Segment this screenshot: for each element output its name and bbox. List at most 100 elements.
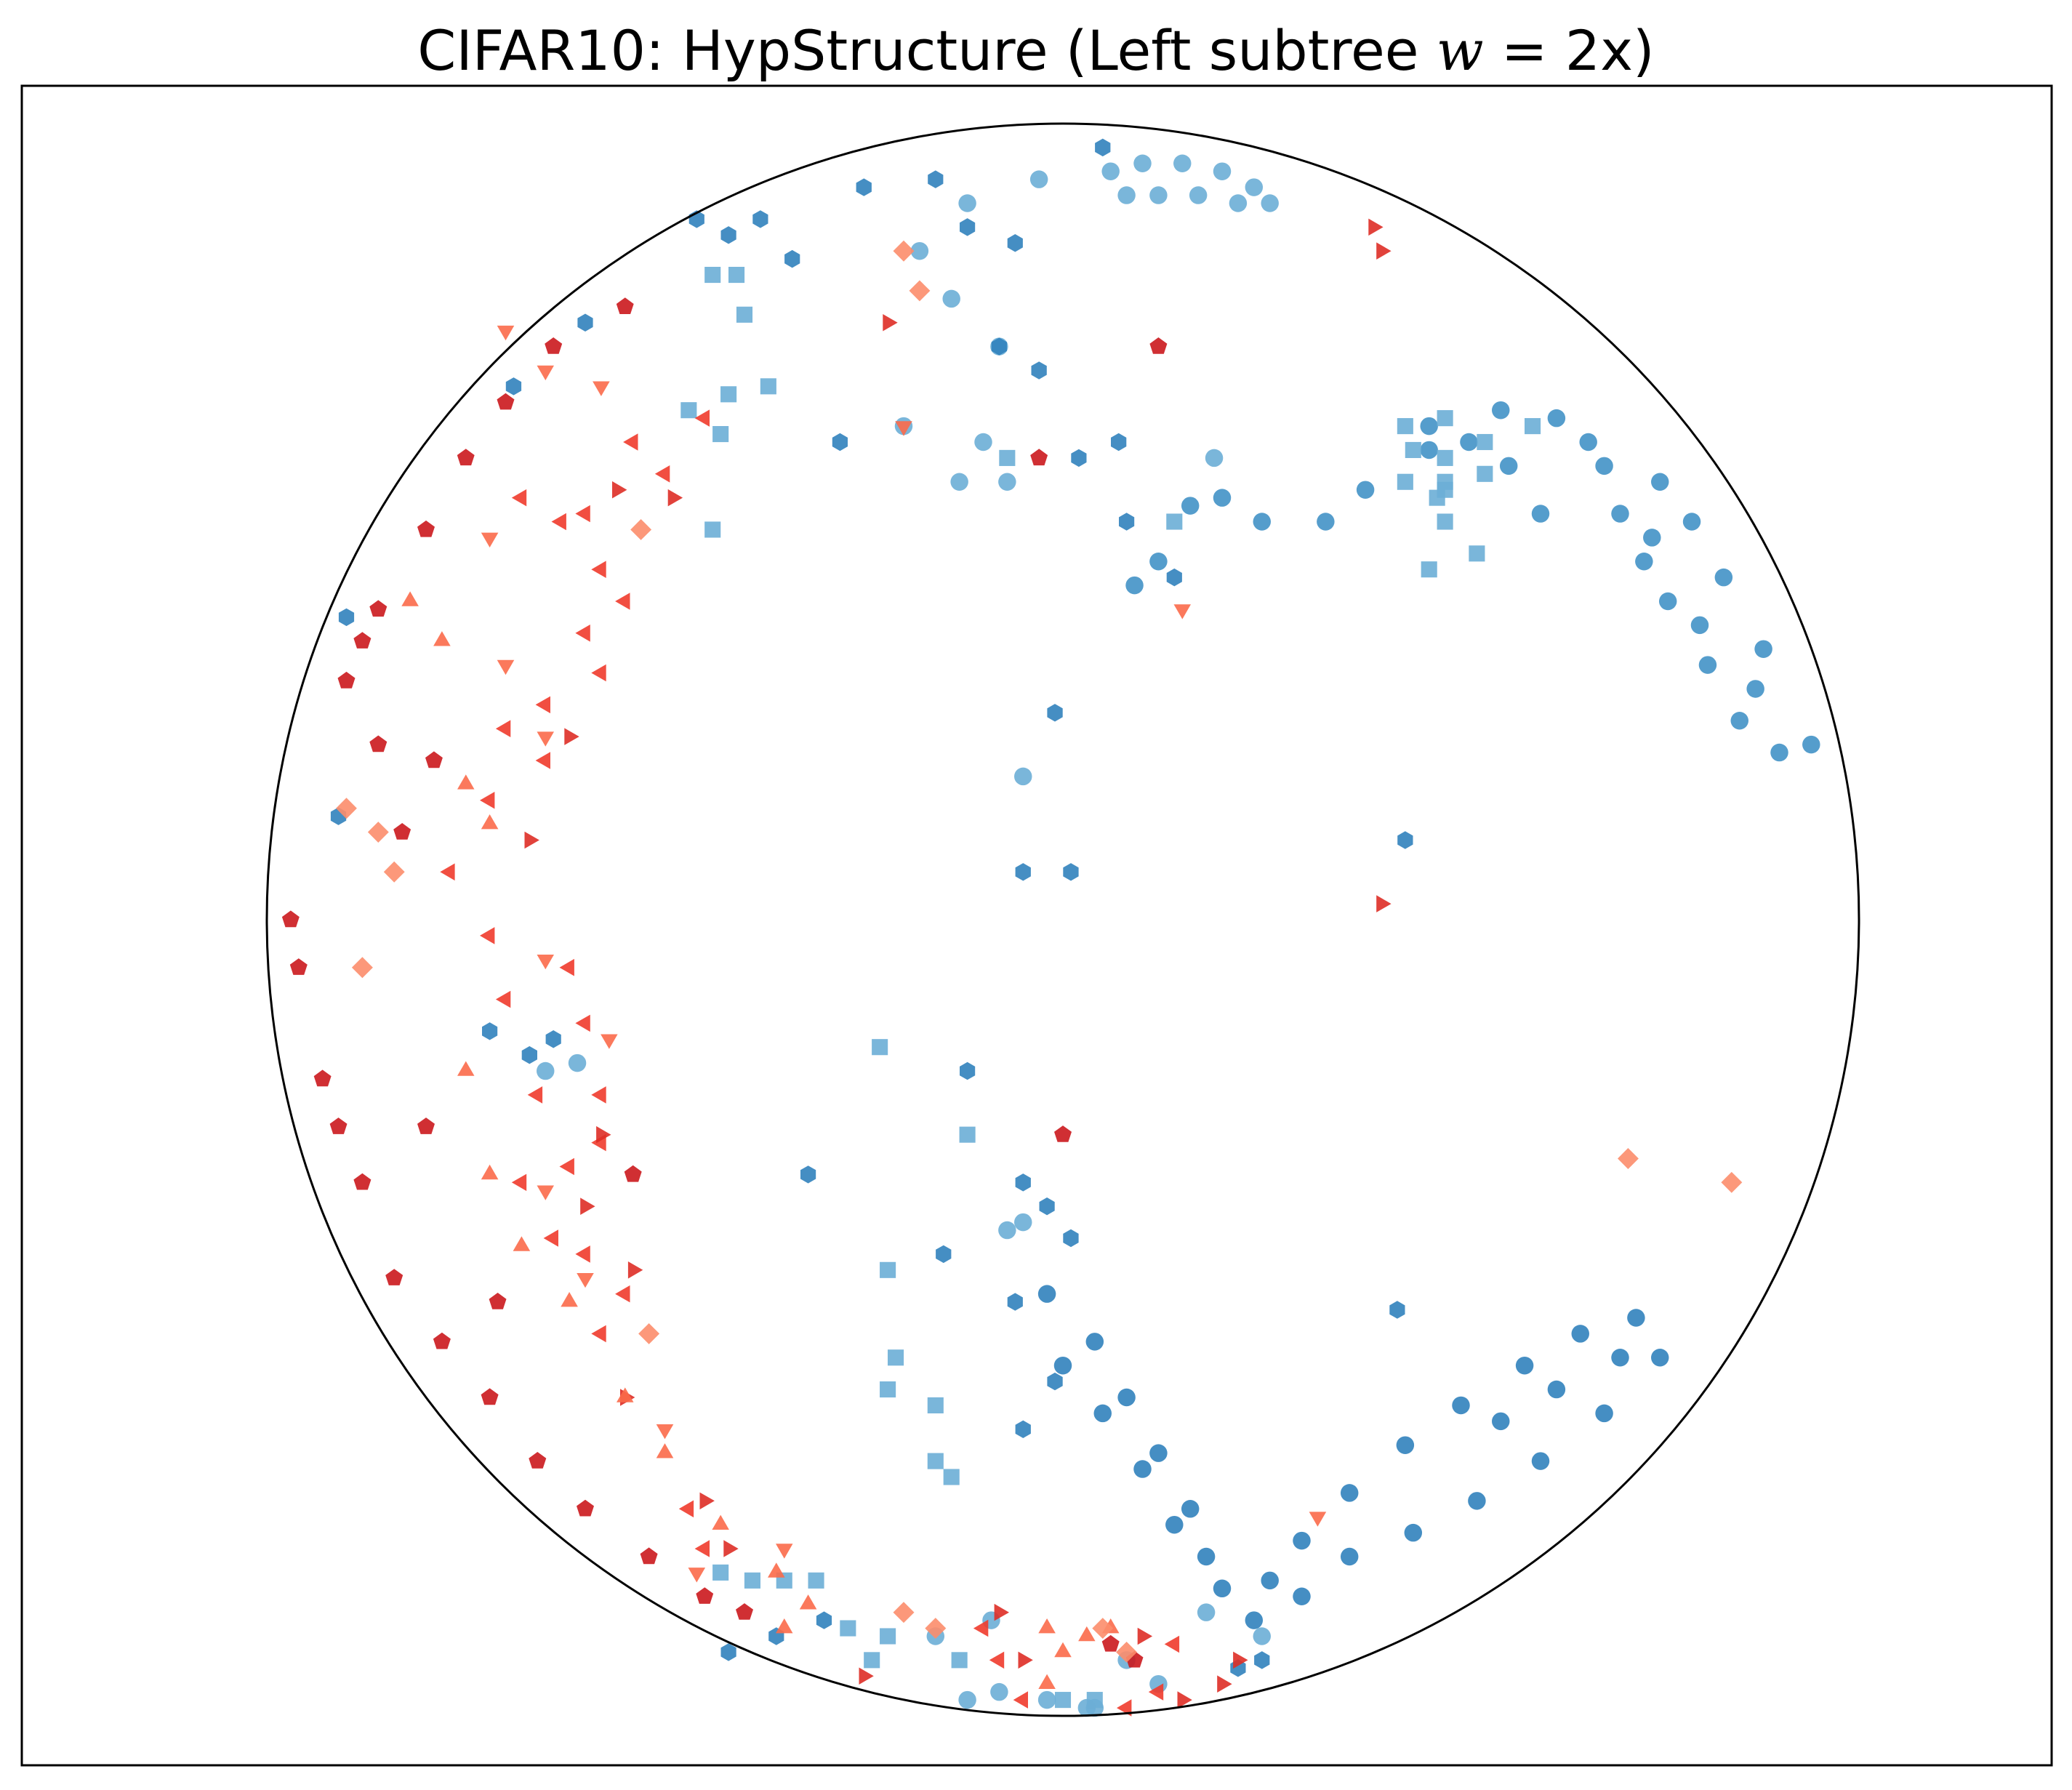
- circle-marker: [1356, 481, 1375, 499]
- triangle-left-marker: [591, 664, 606, 682]
- circle-marker: [1261, 194, 1279, 212]
- pentagon-marker: [313, 1069, 332, 1087]
- circle-marker: [1754, 640, 1772, 658]
- hexagon-marker: [1111, 433, 1127, 451]
- square-marker: [1086, 1692, 1103, 1709]
- diamond-marker: [367, 822, 389, 843]
- circle-marker: [1714, 568, 1733, 587]
- circle-marker: [1197, 1547, 1216, 1566]
- triangle-left-marker: [535, 752, 550, 769]
- circle-marker: [1245, 178, 1264, 196]
- triangle-right-marker: [524, 831, 539, 849]
- series-triangle-up-group: [401, 591, 1120, 1689]
- square-marker: [959, 1126, 976, 1143]
- hexagon-marker: [936, 1245, 952, 1264]
- circle-marker: [1293, 1531, 1311, 1550]
- pentagon-marker: [369, 735, 388, 752]
- chart-title-suffix: = 2x): [1484, 18, 1655, 83]
- circle-marker: [1213, 162, 1232, 180]
- triangle-right-marker: [1233, 1651, 1248, 1669]
- series-circle-group: [1125, 401, 1820, 762]
- pentagon-marker: [1030, 449, 1048, 466]
- series-hexagon-group: [330, 138, 1413, 1677]
- hexagon-marker: [1063, 863, 1079, 881]
- triangle-down-marker: [497, 659, 515, 675]
- circle-marker: [1452, 1396, 1470, 1415]
- diamond-marker: [893, 1602, 915, 1624]
- pentagon-marker: [497, 393, 515, 410]
- triangle-left-marker: [543, 1229, 558, 1247]
- triangle-up-marker: [768, 1562, 785, 1578]
- triangle-right-marker: [612, 481, 627, 499]
- square-marker: [1437, 449, 1453, 466]
- series-triangle-left-group: [440, 409, 1180, 1717]
- square-marker: [680, 402, 697, 419]
- circle-marker: [1396, 1436, 1415, 1454]
- pentagon-marker: [696, 1587, 714, 1604]
- circle-marker: [1117, 186, 1136, 204]
- circle-marker: [1492, 1412, 1510, 1431]
- square-marker: [1437, 410, 1453, 427]
- pentagon-marker: [289, 958, 308, 975]
- circle-marker: [1611, 505, 1629, 523]
- triangle-right-marker: [1376, 242, 1392, 260]
- triangle-down-marker: [601, 1034, 618, 1049]
- circle-marker: [1014, 767, 1032, 786]
- square-marker: [1477, 465, 1493, 482]
- circle-marker: [1014, 1213, 1032, 1232]
- triangle-down-marker: [481, 532, 499, 547]
- circle-marker: [1420, 417, 1438, 436]
- circle-marker: [1085, 1333, 1104, 1351]
- triangle-right-marker: [1217, 1675, 1232, 1693]
- triangle-left-marker: [1164, 1635, 1180, 1653]
- square-marker: [943, 1469, 960, 1485]
- triangle-right-marker: [883, 314, 898, 332]
- triangle-left-marker: [615, 1285, 630, 1303]
- circle-marker: [1149, 553, 1168, 571]
- circle-marker: [1340, 1484, 1359, 1502]
- triangle-up-marker: [712, 1514, 729, 1530]
- axes-frame: [20, 84, 2053, 1767]
- triangle-left-marker: [440, 863, 455, 881]
- diamond-marker: [630, 519, 652, 540]
- series-triangle-right-group: [524, 218, 1392, 1709]
- square-marker: [1397, 418, 1413, 435]
- hexagon-marker: [338, 608, 355, 627]
- square-marker: [1477, 433, 1493, 451]
- triangle-down-marker: [537, 365, 554, 381]
- square-marker: [999, 449, 1016, 466]
- triangle-left-marker: [575, 1014, 590, 1032]
- series-pentagon-group: [281, 297, 1168, 1668]
- pentagon-marker: [624, 1165, 642, 1182]
- circle-marker: [974, 433, 992, 451]
- square-marker: [888, 1349, 904, 1366]
- triangle-right-marker: [1376, 895, 1392, 912]
- triangle-left-marker: [511, 1173, 527, 1192]
- circle-marker: [1165, 1515, 1184, 1534]
- triangle-down-marker: [776, 1544, 793, 1559]
- triangle-down-marker: [656, 1424, 674, 1440]
- triangle-up-marker: [401, 591, 419, 606]
- triangle-left-marker: [654, 465, 670, 483]
- triangle-down-marker: [1309, 1512, 1327, 1527]
- square-marker: [760, 378, 776, 395]
- pentagon-marker: [425, 751, 443, 768]
- circle-marker: [1229, 194, 1248, 212]
- circle-marker: [1245, 1611, 1264, 1629]
- hexagon-marker: [577, 313, 593, 332]
- hexagon-marker: [1071, 449, 1087, 467]
- triangle-left-marker: [989, 1651, 1005, 1669]
- circle-marker: [1125, 576, 1144, 595]
- circle-marker: [950, 473, 968, 491]
- square-marker: [927, 1397, 944, 1413]
- pentagon-marker: [393, 823, 411, 840]
- circle-marker: [1197, 1603, 1216, 1621]
- square-marker: [712, 1564, 729, 1581]
- circle-marker: [1627, 1309, 1645, 1327]
- hexagon-marker: [960, 218, 976, 236]
- triangle-right-marker: [580, 1197, 595, 1215]
- circle-marker: [1651, 1349, 1669, 1367]
- circle-marker: [1682, 513, 1701, 531]
- pentagon-marker: [417, 520, 435, 537]
- series-square-group: [680, 267, 1541, 1709]
